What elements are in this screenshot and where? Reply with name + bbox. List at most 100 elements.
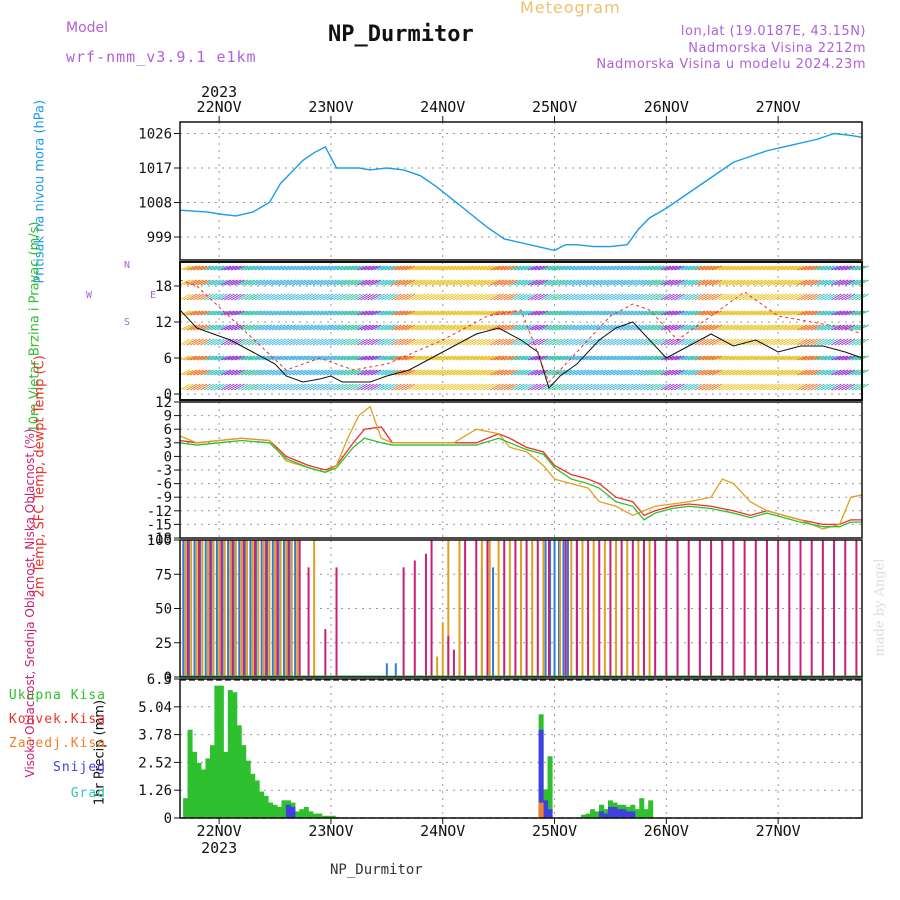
wind-barb [677, 324, 689, 331]
wind-barb [704, 324, 716, 331]
wind-barb [728, 265, 740, 271]
precip-bar [634, 809, 640, 818]
wind-barb [350, 355, 361, 361]
wind-barb [790, 324, 801, 331]
wind-barb [721, 338, 733, 346]
wind-barb [793, 338, 805, 346]
wind-barb [708, 265, 719, 271]
wind-barb [848, 355, 859, 361]
wind-barb [261, 265, 273, 271]
wind-barb [510, 293, 522, 301]
wind-barb [438, 355, 450, 361]
wind-barb [469, 293, 481, 301]
wind-barb [380, 324, 392, 331]
wind-barb [244, 279, 256, 286]
wind-barb [227, 383, 238, 391]
wind-barb [739, 265, 750, 271]
wind-barb [230, 369, 242, 376]
wind-barb [513, 310, 525, 316]
wind-barb [633, 338, 644, 346]
y-tick-label: -9 [155, 490, 172, 506]
wind-barb [398, 265, 409, 271]
precip-bar [281, 800, 287, 818]
wind-barb [773, 383, 784, 391]
wind-barb [360, 279, 371, 286]
wind-barb [196, 383, 208, 391]
wind-barb [643, 338, 655, 346]
wind-barb [629, 293, 641, 301]
wind-barb [616, 265, 627, 271]
wind-barb [646, 355, 658, 361]
wind-barb [677, 310, 689, 316]
wind-barb [513, 324, 525, 331]
wind-barb [473, 324, 484, 331]
wind-barb [824, 293, 835, 301]
wind-barb [660, 383, 672, 391]
wind-barb [527, 369, 539, 376]
wind-barb [626, 383, 637, 391]
wind-barb [490, 324, 501, 331]
wind-barb [530, 338, 542, 346]
wind-barb [254, 265, 266, 271]
wind-barb [759, 338, 770, 346]
wind-barb [527, 293, 539, 301]
wind-barb [534, 383, 545, 391]
wind-barb [721, 324, 733, 331]
wind-barb [820, 355, 832, 361]
wind-barb [599, 293, 610, 301]
wind-barb [350, 310, 361, 316]
wind-barb [602, 338, 614, 346]
wind-barb [295, 369, 307, 376]
wind-barb [756, 279, 767, 286]
wind-barb [803, 355, 815, 361]
wind-barb [377, 279, 389, 286]
wind-barb [391, 355, 402, 361]
precip-bar [639, 798, 645, 818]
wind-barb [708, 293, 719, 301]
wind-barb [183, 383, 194, 391]
wind-barb [660, 265, 671, 271]
wind-barb [854, 265, 866, 271]
wind-barb [445, 355, 457, 361]
wind-barb [384, 383, 395, 391]
wind-barb [220, 383, 232, 391]
wind-barb [442, 310, 453, 316]
wind-barb [527, 279, 539, 286]
wind-barb [278, 265, 290, 271]
wind-barb [776, 293, 788, 301]
wind-barb [800, 293, 811, 301]
wind-barb [295, 265, 307, 271]
wind-barb [653, 265, 665, 271]
wind-barb [599, 369, 610, 376]
wind-barb [674, 324, 685, 331]
wind-barb [609, 338, 620, 346]
wind-barb [756, 310, 767, 316]
wind-barb [541, 279, 552, 286]
wind-barb [568, 324, 579, 331]
wind-barb [503, 383, 515, 391]
wind-barb [210, 369, 221, 376]
wind-barb [333, 324, 344, 331]
wind-barb [602, 310, 614, 316]
wind-barb [179, 310, 191, 316]
wind-barb [278, 279, 290, 286]
wind-barb [531, 324, 542, 331]
wind-barb [858, 338, 869, 346]
wind-barb [609, 293, 620, 301]
wind-barb [387, 324, 399, 331]
wind-barb [766, 310, 777, 316]
wind-barb [333, 369, 344, 376]
wind-barb [817, 355, 828, 361]
wind-barb [466, 355, 477, 361]
wind-barb [854, 310, 866, 316]
wind-barb [353, 355, 365, 361]
wind-barb [667, 355, 678, 361]
wind-barb [295, 355, 307, 361]
wind-barb [544, 310, 556, 316]
wind-barb [411, 310, 423, 316]
wind-barb [650, 355, 661, 361]
wind-barb [554, 338, 566, 346]
wind-barb [623, 383, 634, 391]
wind-barb [299, 324, 310, 331]
wind-barb [319, 369, 331, 376]
